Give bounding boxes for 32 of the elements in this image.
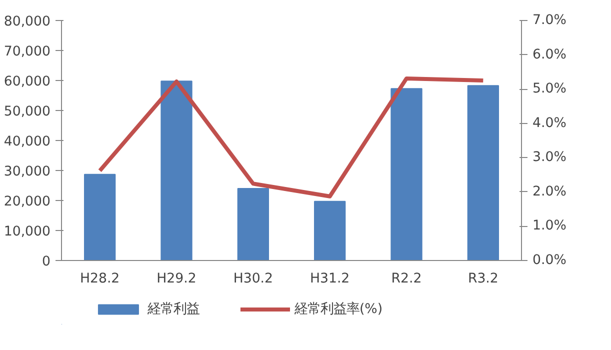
bar xyxy=(314,200,346,260)
y2-tick-label: 4.0% xyxy=(532,116,566,131)
x-tick-label: H30.2 xyxy=(233,272,274,286)
bar xyxy=(467,85,499,260)
y-tick-label: 50,000 xyxy=(4,104,51,120)
y2-tick-label: 3.0% xyxy=(532,150,566,166)
x-tick-label: H31.2 xyxy=(310,272,350,286)
y2-tick-label: 6.0% xyxy=(532,47,566,62)
y-tick-label: 10,000 xyxy=(4,224,51,240)
legend-label: 経常利益率(%) xyxy=(294,300,383,318)
y-tick-label: 80,000 xyxy=(4,14,51,30)
bar xyxy=(160,80,192,260)
y-tick-label: 40,000 xyxy=(4,134,51,150)
y2-tick-label: 5.0% xyxy=(532,82,566,97)
y-tick-label: 0 xyxy=(42,254,51,270)
y-tick-label: 60,000 xyxy=(4,74,51,90)
x-tick-label: H28.2 xyxy=(80,272,120,286)
y2-tick-label: 1.0% xyxy=(532,218,566,234)
y2-tick-label: 7.0% xyxy=(532,13,566,28)
y2-tick-label: 0.0% xyxy=(532,253,566,268)
y-tick-label: 20,000 xyxy=(4,194,51,210)
y-tick-label: 70,000 xyxy=(4,44,51,60)
line-series xyxy=(98,76,486,198)
y-tick-label: 30,000 xyxy=(4,164,51,180)
bar xyxy=(390,88,422,260)
bar xyxy=(237,188,269,260)
x-tick-label: R2.2 xyxy=(391,272,422,286)
y2-tick-label: 2.0% xyxy=(532,184,566,200)
legend-label: 経常利益 xyxy=(147,300,200,318)
x-tick-label: H29.2 xyxy=(156,272,196,286)
x-tick-label: R3.2 xyxy=(468,272,498,286)
bar xyxy=(84,174,116,260)
